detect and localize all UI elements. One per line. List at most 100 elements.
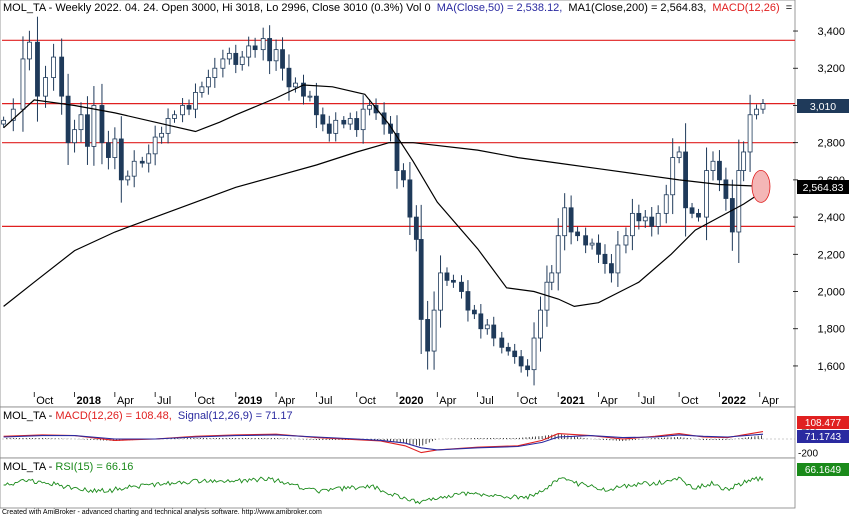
candle	[286, 54, 292, 101]
candle-body	[663, 194, 669, 214]
candle-body	[689, 207, 695, 214]
candle-body	[518, 356, 524, 367]
macd-y-tick-label: -200	[798, 449, 818, 460]
candle-body	[655, 212, 661, 227]
candle	[59, 38, 65, 115]
x-tick-label: Oct	[520, 395, 537, 407]
candle-body	[180, 105, 185, 116]
candle-body	[78, 114, 84, 131]
x-tick-label: Oct	[681, 395, 698, 407]
candle-body	[413, 216, 419, 240]
candle-body	[99, 105, 105, 144]
candle-body	[484, 324, 490, 330]
candle	[293, 77, 298, 93]
candle	[499, 331, 505, 354]
candle-body	[131, 160, 137, 177]
candle-body	[260, 38, 266, 51]
candle-body	[347, 118, 353, 125]
x-tick-label: Apr	[601, 395, 618, 407]
candle	[710, 151, 716, 181]
candle-body	[444, 272, 450, 281]
candle-body	[512, 350, 518, 358]
price-panel-frame	[0, 0, 796, 408]
candle-body	[676, 151, 682, 158]
candle	[1, 116, 7, 128]
candle-body	[307, 95, 313, 98]
candle	[568, 195, 574, 245]
candle-body	[205, 77, 211, 88]
candle	[512, 343, 518, 364]
candle-body	[199, 86, 205, 93]
candle	[220, 49, 226, 78]
candle-body	[301, 82, 306, 97]
candle-body	[293, 82, 298, 88]
y-tick-label: 2,200	[817, 249, 845, 261]
footer-credit: Created with AmiBroker - advanced charti…	[2, 509, 322, 516]
candle-body	[696, 212, 701, 218]
candle-body	[273, 49, 279, 62]
last-price-label: 3,010	[810, 101, 836, 113]
candle-body	[459, 281, 464, 292]
x-tick-label: Oct	[359, 395, 376, 407]
candle	[51, 43, 56, 91]
candle-body	[226, 52, 232, 60]
candle	[91, 86, 97, 166]
candle-body	[451, 279, 456, 283]
candle	[239, 50, 245, 71]
candle-body	[575, 231, 580, 237]
candle	[65, 73, 71, 165]
candle-body	[602, 253, 608, 265]
candle	[159, 126, 165, 144]
candle-body	[246, 45, 252, 58]
candle-body	[505, 346, 511, 352]
rsi-panel-frame	[0, 457, 796, 509]
rsi-title: MOL_TA - RSI(15) = 66.16	[3, 461, 133, 473]
candle	[152, 125, 158, 166]
candle-body	[636, 212, 642, 222]
y-tick-label: 3,400	[817, 26, 845, 38]
candle	[741, 141, 747, 182]
macd-panel-frame	[0, 406, 796, 459]
y-tick-label: 3,200	[817, 63, 845, 75]
candle	[484, 319, 490, 335]
candle	[465, 280, 471, 322]
candle-body	[747, 114, 753, 153]
candle	[313, 82, 319, 128]
candle-body	[555, 235, 561, 274]
candle-body	[186, 105, 192, 110]
candle	[649, 206, 655, 237]
ma200-line	[3, 142, 764, 307]
x-tick-label: Jul	[157, 395, 171, 407]
y-tick-label: 1,600	[817, 361, 845, 373]
candle-body	[754, 108, 759, 116]
candle	[704, 147, 709, 241]
candle-body	[583, 235, 589, 246]
candle-body	[159, 132, 165, 138]
candle	[562, 193, 568, 251]
candle	[106, 130, 111, 170]
candle-body	[531, 337, 537, 371]
candle	[729, 179, 735, 251]
x-tick-label: Jul	[480, 395, 494, 407]
candle	[609, 254, 614, 283]
candle	[373, 98, 379, 120]
candle-body	[118, 138, 124, 181]
candle-body	[233, 52, 239, 65]
candle-body	[615, 244, 621, 274]
candle-body	[741, 151, 747, 171]
candle-body	[418, 239, 424, 320]
candle-body	[710, 160, 716, 171]
candle	[401, 163, 406, 188]
candle-body	[431, 309, 437, 352]
candle	[172, 110, 177, 123]
candle-body	[549, 272, 555, 283]
candle-body	[20, 58, 26, 110]
candle-body	[717, 160, 722, 181]
candle	[505, 342, 511, 356]
candle	[212, 57, 218, 88]
ma200-label: 2,564.83	[803, 182, 844, 194]
candle	[301, 74, 306, 105]
candle	[112, 127, 118, 170]
candle	[689, 202, 695, 219]
candle-body	[562, 207, 568, 237]
